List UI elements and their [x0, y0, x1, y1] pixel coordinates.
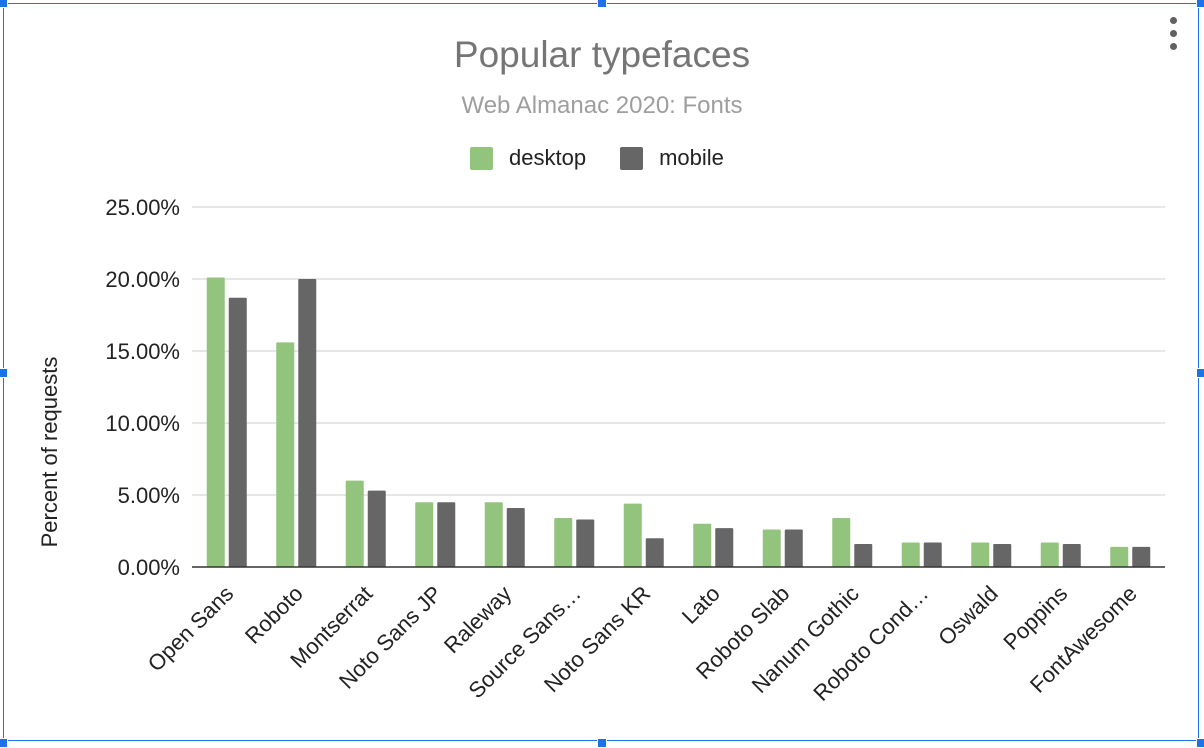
resize-handle-right[interactable]: [1196, 368, 1204, 378]
legend-label-desktop: desktop: [509, 145, 587, 170]
legend-label-mobile: mobile: [659, 145, 724, 170]
bar-mobile: [228, 297, 247, 567]
bar-desktop: [1040, 542, 1059, 567]
bar-mobile: [645, 538, 664, 567]
y-tick-label: 10.00%: [105, 411, 180, 436]
bar-desktop: [1110, 546, 1129, 567]
bar-desktop: [554, 518, 573, 567]
y-tick-label: 20.00%: [105, 267, 180, 292]
y-tick-label: 0.00%: [118, 555, 180, 580]
y-tick-label: 5.00%: [118, 483, 180, 508]
x-tick-label: Lato: [677, 581, 725, 629]
bar-mobile: [298, 279, 317, 567]
y-tick-label: 25.00%: [105, 195, 180, 220]
bar-desktop: [832, 518, 851, 567]
bar-desktop: [623, 503, 642, 567]
x-tick-label: Roboto: [240, 581, 308, 649]
more-vert-icon[interactable]: [1160, 14, 1188, 54]
bar-mobile: [993, 543, 1012, 567]
bar-mobile: [367, 490, 386, 567]
bar-mobile: [576, 519, 595, 567]
legend-swatch-mobile: [620, 146, 644, 170]
bar-desktop: [206, 277, 225, 567]
bar-mobile: [1132, 546, 1151, 567]
bar-mobile: [437, 502, 456, 567]
bar-mobile: [506, 507, 525, 567]
bar-desktop: [971, 542, 990, 567]
chart-title: Popular typefaces: [453, 34, 751, 75]
bar-desktop: [276, 342, 295, 567]
resize-handle-top[interactable]: [597, 0, 607, 8]
bar-mobile: [1062, 543, 1081, 567]
x-tick-label: Open Sans: [143, 581, 239, 677]
bar-mobile: [923, 542, 942, 567]
resize-handle-left[interactable]: [0, 368, 8, 378]
y-tick-label: 15.00%: [105, 339, 180, 364]
resize-handle-top-right[interactable]: [1196, 0, 1204, 8]
bar-desktop: [901, 542, 920, 567]
bar-mobile: [715, 528, 734, 567]
bar-mobile: [854, 543, 873, 567]
bar-mobile: [784, 529, 803, 567]
bar-desktop: [415, 502, 434, 567]
bar-desktop: [484, 502, 503, 567]
bar-desktop: [693, 523, 712, 567]
bar-desktop: [762, 529, 781, 567]
chart-legend: desktop mobile: [470, 144, 758, 172]
legend-item-mobile[interactable]: mobile: [620, 145, 724, 171]
legend-swatch-desktop: [470, 146, 493, 170]
x-tick-label: Oswald: [933, 581, 1003, 651]
bar-desktop: [345, 480, 364, 567]
legend-item-desktop[interactable]: desktop: [470, 145, 586, 171]
chart-subtitle: Web Almanac 2020: Fonts: [461, 92, 743, 119]
resize-handle-top-left[interactable]: [0, 0, 8, 8]
